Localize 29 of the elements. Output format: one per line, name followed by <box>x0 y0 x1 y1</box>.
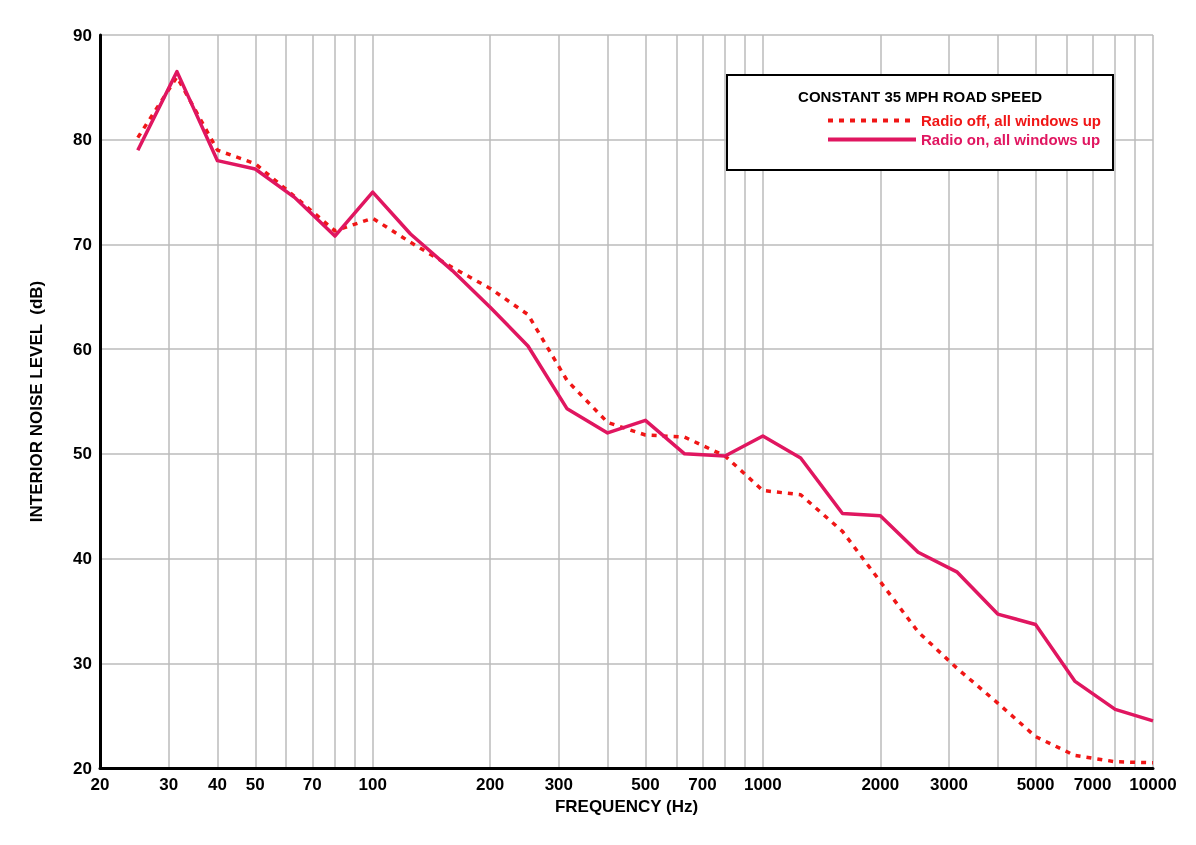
x-tick-label: 10000 <box>1129 775 1177 794</box>
x-tick-label: 40 <box>207 775 227 794</box>
x-tick-label: 20 <box>90 775 110 794</box>
y-tick-label: 60 <box>73 339 92 359</box>
x-tick-label: 700 <box>688 775 717 794</box>
text: Radio on, all windows up <box>921 131 1101 148</box>
x-tick-label: 3000 <box>930 775 968 794</box>
x-tick-label: 1000 <box>743 775 782 794</box>
y-axis-title: INTERIOR NOISE LEVEL (dB) <box>27 280 46 523</box>
y-tick-label: 40 <box>73 549 92 569</box>
x-tick-label: 5000 <box>1016 775 1055 794</box>
x-tick-label: 50 <box>245 775 265 794</box>
x-tick-label: 200 <box>475 775 505 794</box>
x-tick-label: 100 <box>358 775 387 794</box>
y-tick-label: 20 <box>73 758 92 778</box>
x-tick-label: 500 <box>631 775 660 794</box>
y-tick-label: 90 <box>73 25 92 45</box>
x-tick-label: 70 <box>302 775 322 794</box>
x-tick-label: 300 <box>544 775 574 794</box>
y-tick-label: 80 <box>73 130 92 150</box>
x-tick-label: 2000 <box>861 775 900 794</box>
y-tick-label: 50 <box>73 444 92 464</box>
text: Radio off, all windows up <box>921 112 1102 129</box>
legend-title: CONSTANT 35 MPH ROAD SPEED <box>798 88 1043 105</box>
x-axis-title: FREQUENCY (Hz) <box>554 797 699 816</box>
y-tick-label: 70 <box>73 234 92 254</box>
x-tick-label: 30 <box>159 775 179 794</box>
y-tick-label: 30 <box>73 653 92 673</box>
x-tick-label: 7000 <box>1073 775 1112 794</box>
